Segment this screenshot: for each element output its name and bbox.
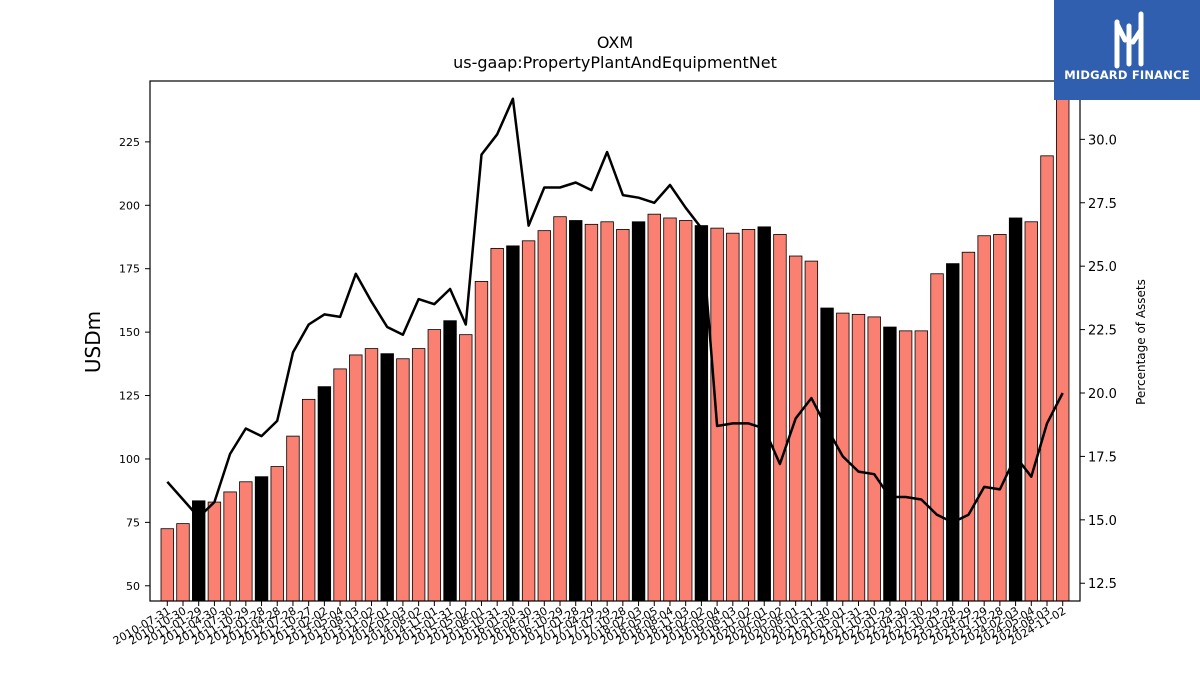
- y-tick-label: 225: [119, 136, 140, 149]
- bar: [333, 368, 347, 602]
- bar: [349, 354, 363, 602]
- bar: [820, 307, 834, 602]
- bar: [443, 320, 457, 602]
- bar: [757, 226, 771, 602]
- bar: [521, 240, 536, 602]
- percentage-line: [166, 97, 1064, 524]
- line-group: [166, 97, 1064, 524]
- y2-tick-label: 25.0: [1088, 260, 1117, 275]
- y2-tick-label: 27.5: [1088, 197, 1117, 212]
- bar: [537, 230, 551, 602]
- brand-logo: MIDGARD FINANCE: [1054, 0, 1200, 100]
- bar: [317, 386, 332, 602]
- y2-tick-label: 22.5: [1088, 324, 1117, 339]
- bar: [411, 348, 426, 602]
- y2-tick-label: 30.0: [1088, 133, 1117, 148]
- bar: [663, 217, 677, 602]
- bar: [977, 235, 991, 602]
- y2-axis-label: Percentage of Assets: [1134, 279, 1148, 405]
- bar: [301, 398, 316, 602]
- bar: [239, 481, 253, 602]
- bar: [223, 491, 237, 602]
- bar: [1040, 155, 1054, 602]
- bar: [773, 234, 787, 602]
- y-tick-label: 200: [119, 199, 140, 212]
- bar: [1024, 221, 1038, 602]
- bar: [647, 213, 661, 602]
- y-tick-label: 175: [119, 263, 140, 276]
- bar: [1008, 217, 1023, 602]
- bar: [286, 435, 300, 602]
- bar: [616, 228, 630, 602]
- chart-subtitle: us-gaap:PropertyPlantAndEquipmentNet: [453, 53, 777, 72]
- logo-mark-icon: [1114, 11, 1144, 69]
- bar: [459, 334, 473, 602]
- bar: [726, 232, 740, 602]
- y-axis-label: USDm: [81, 311, 105, 373]
- y2-tick-label: 20.0: [1088, 387, 1117, 402]
- y-tick-label: 125: [119, 390, 140, 403]
- bar: [490, 248, 504, 602]
- bar: [474, 280, 489, 602]
- bar: [569, 220, 583, 602]
- y2-tick-label: 17.5: [1088, 450, 1117, 465]
- bar: [364, 348, 379, 602]
- bar: [207, 501, 222, 602]
- bar: [851, 313, 866, 602]
- bar: [1056, 93, 1070, 602]
- bar: [270, 466, 284, 602]
- bar: [946, 263, 960, 602]
- bar: [584, 223, 599, 602]
- y-tick-label: 75: [126, 516, 140, 529]
- bar: [993, 234, 1007, 602]
- bar: [804, 260, 819, 602]
- bar: [741, 228, 756, 602]
- bar: [930, 273, 944, 602]
- bar: [380, 353, 394, 602]
- bar: [553, 216, 567, 602]
- bar: [427, 329, 442, 602]
- bar: [506, 245, 520, 602]
- bar: [914, 330, 929, 602]
- bar: [961, 251, 976, 602]
- y-tick-label: 100: [119, 453, 140, 466]
- logo-text: MIDGARD FINANCE: [1064, 68, 1190, 82]
- y2-tick-label: 15.0: [1088, 514, 1117, 529]
- y-tick-label: 150: [119, 326, 140, 339]
- bar: [867, 316, 881, 602]
- bar: [254, 476, 269, 602]
- bar: [160, 528, 174, 602]
- bar: [176, 523, 190, 602]
- bar: [396, 358, 410, 602]
- bar: [883, 326, 897, 602]
- y-tick-label: 50: [126, 580, 140, 593]
- axes-group: 50 75 100 125 150 175 200 225 12.5 15.0 17.5 20.0 22…: [111, 80, 1117, 648]
- y2-tick-label: 12.5: [1088, 577, 1117, 592]
- chart-title: OXM: [597, 33, 633, 52]
- plot-frame: [149, 80, 1081, 602]
- bar: [600, 221, 614, 602]
- bar: [679, 220, 693, 602]
- bar: [898, 330, 913, 602]
- bar: [631, 221, 646, 602]
